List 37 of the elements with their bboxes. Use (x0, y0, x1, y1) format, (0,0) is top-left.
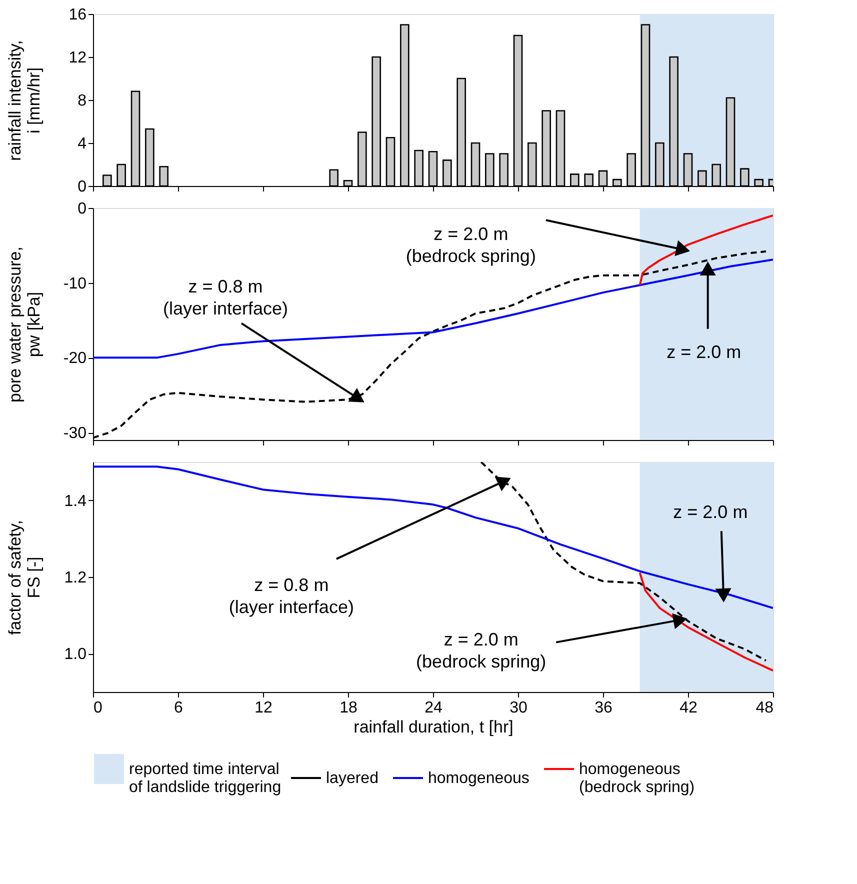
x-tick-label: 18 (340, 700, 358, 716)
x-tick-label: 36 (594, 700, 612, 716)
annotation: z = 0.8 m (layer interface) (162, 276, 288, 318)
y-axis-title: factor of safety, FS [-] (6, 520, 44, 635)
y-tick-label: -30 (63, 425, 87, 442)
annotation: z = 2.0 m (666, 342, 742, 362)
x-tick-label: 24 (424, 700, 442, 716)
x-tick-label: 0 (94, 700, 102, 716)
x-tick-label: 48 (756, 700, 774, 716)
x-tick-label: 12 (254, 700, 272, 716)
y-tick-label: 1.0 (64, 646, 87, 664)
line-series (638, 214, 773, 286)
x-tick-label: 42 (680, 700, 698, 716)
y-axis-title: rainfall intensity, i [mm/hr] (6, 40, 44, 161)
y-tick-label: 8 (78, 92, 87, 110)
x-tick-label: 6 (174, 700, 184, 716)
legend-label: homogeneous (428, 770, 530, 787)
y-tick-label: 12 (68, 50, 87, 66)
y-tick-label: 0 (78, 178, 87, 196)
annotation: z = 2.0 m (673, 502, 748, 522)
y-tick-label: 1.4 (64, 492, 87, 510)
y-tick-label: 16 (68, 6, 87, 24)
legend-label: layered (326, 770, 378, 787)
annotation: z = 2.0 m (bedrock spring) (416, 629, 546, 672)
annotation: z = 0.8 m (layer interface) (228, 574, 354, 617)
line-series (638, 572, 773, 672)
y-axis-title: pore water pressure, pw [kPa] (6, 246, 44, 402)
legend-label: homogeneous (bedrock spring) (579, 761, 695, 796)
annotation: z = 2.0 m (bedrock spring) (406, 224, 536, 266)
y-tick-label: -10 (63, 275, 87, 292)
x-axis-title: rainfall duration, t [hr] (354, 718, 514, 736)
y-tick-label: 1.2 (64, 570, 87, 586)
x-tick-label: 30 (510, 700, 528, 716)
legend-label: reported time interval of landslide triggering (129, 761, 282, 796)
y-tick-label: 4 (78, 136, 87, 152)
y-tick-label: 0 (78, 200, 87, 218)
y-tick-label: -20 (63, 350, 87, 368)
